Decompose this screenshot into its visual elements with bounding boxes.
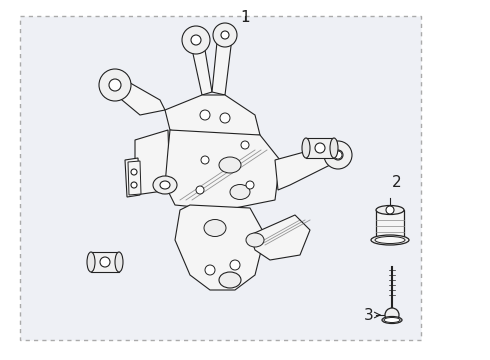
Circle shape <box>324 141 352 169</box>
Circle shape <box>385 308 399 322</box>
Ellipse shape <box>153 176 177 194</box>
Polygon shape <box>212 32 232 95</box>
Circle shape <box>230 260 240 270</box>
Circle shape <box>241 141 249 149</box>
Polygon shape <box>250 215 310 260</box>
Ellipse shape <box>371 235 409 245</box>
Polygon shape <box>135 130 170 195</box>
Circle shape <box>131 182 137 188</box>
Ellipse shape <box>302 138 310 158</box>
Circle shape <box>246 181 254 189</box>
Circle shape <box>213 23 237 47</box>
Polygon shape <box>110 80 165 115</box>
Circle shape <box>99 69 131 101</box>
Circle shape <box>182 26 210 54</box>
Ellipse shape <box>115 252 123 272</box>
Ellipse shape <box>160 181 170 189</box>
Circle shape <box>201 156 209 164</box>
Polygon shape <box>165 95 260 140</box>
Circle shape <box>200 110 210 120</box>
Circle shape <box>386 206 394 214</box>
Ellipse shape <box>375 237 405 243</box>
Circle shape <box>205 265 215 275</box>
Circle shape <box>191 35 201 45</box>
Ellipse shape <box>315 143 325 153</box>
Polygon shape <box>190 32 212 95</box>
Text: 2: 2 <box>392 175 402 190</box>
Polygon shape <box>128 161 141 195</box>
Text: 1: 1 <box>240 10 250 25</box>
Circle shape <box>109 79 121 91</box>
Ellipse shape <box>376 206 404 215</box>
Circle shape <box>333 150 343 160</box>
Ellipse shape <box>87 252 95 272</box>
Bar <box>20 16 421 340</box>
Circle shape <box>220 113 230 123</box>
Polygon shape <box>165 130 280 210</box>
Ellipse shape <box>384 318 400 323</box>
Circle shape <box>196 186 204 194</box>
Polygon shape <box>275 145 340 190</box>
Polygon shape <box>175 205 265 290</box>
Bar <box>91 252 119 272</box>
Text: 3: 3 <box>364 307 374 323</box>
Circle shape <box>131 169 137 175</box>
Ellipse shape <box>246 233 264 247</box>
Ellipse shape <box>204 220 226 237</box>
Ellipse shape <box>382 316 402 324</box>
Ellipse shape <box>100 257 110 267</box>
Bar <box>306 138 334 158</box>
Ellipse shape <box>219 272 241 288</box>
Polygon shape <box>376 210 404 240</box>
Ellipse shape <box>219 157 241 173</box>
Ellipse shape <box>330 138 338 158</box>
Circle shape <box>221 31 229 39</box>
Circle shape <box>334 151 342 159</box>
Ellipse shape <box>230 185 250 199</box>
Polygon shape <box>125 158 140 197</box>
